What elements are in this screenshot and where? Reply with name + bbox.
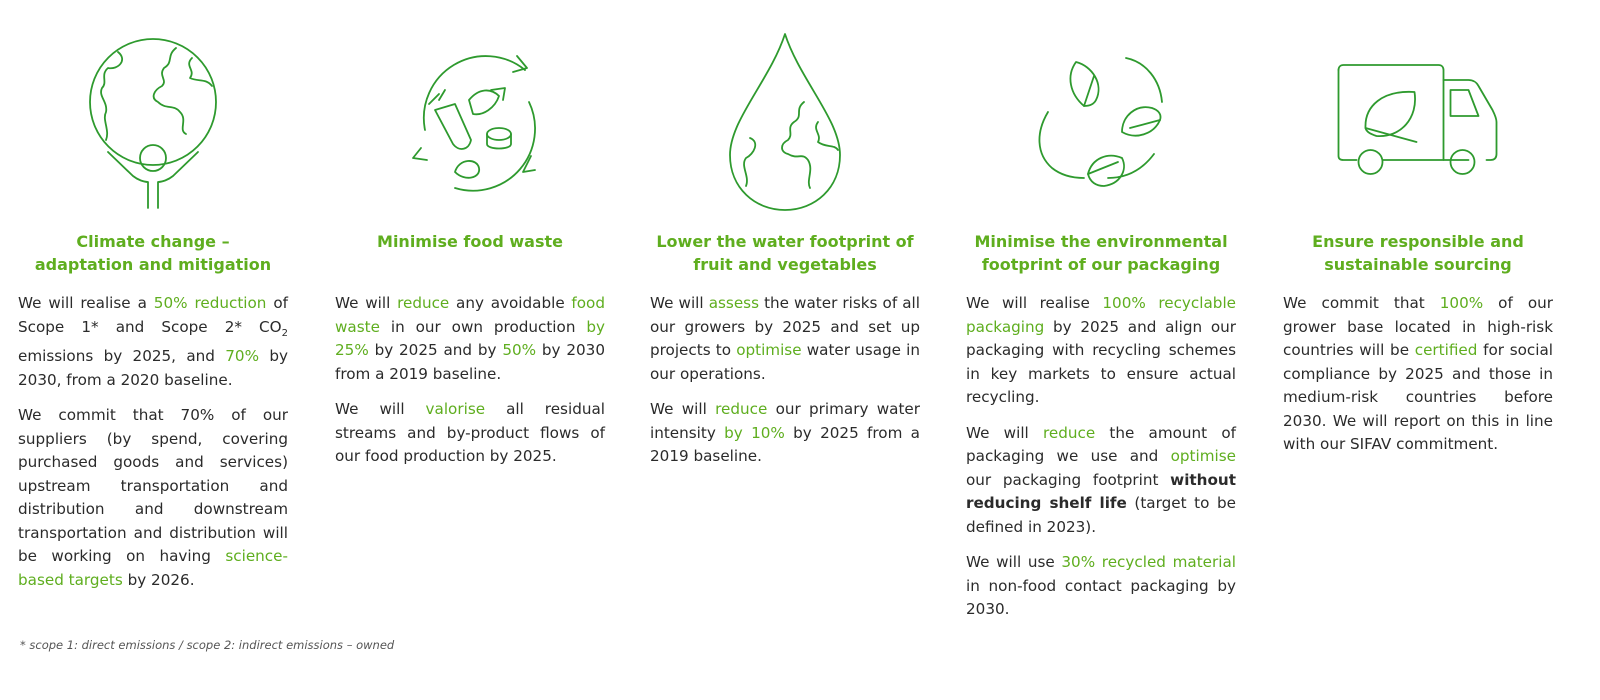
paragraph: We will reduce the amount of packaging w… (966, 423, 1236, 536)
paragraph: We will realise 100% recyclable packagin… (966, 294, 1237, 406)
column-title: Lower the water footprint of fruit and ve… (656, 232, 914, 274)
paragraph: We commit that 70% of our suppliers (by … (18, 406, 288, 589)
column-body: We will assess the water risks of all ou… (650, 292, 920, 481)
water-drop-globe-icon (710, 30, 860, 215)
food-recycle-icon (395, 30, 545, 210)
paragraph: We will reduce our primary water intensi… (650, 400, 920, 465)
paragraph: We commit that 100% of our grower base l… (1283, 294, 1553, 453)
column-title: Minimise food waste (377, 232, 563, 251)
column-body: We will realise a 50% reduction of Scope… (18, 292, 288, 604)
column-body: We will realise 100% recyclable packagin… (966, 292, 1236, 634)
paragraph: We will reduce any avoidable food waste … (335, 294, 606, 383)
paragraph: We will use 30% recycled material in non… (966, 553, 1236, 618)
globe-person-icon (78, 30, 228, 210)
leaf-truck-icon (1331, 60, 1506, 180)
column-title: Ensure responsible and sustainable sourci… (1312, 232, 1524, 274)
paragraph: We will assess the water risks of all ou… (650, 294, 920, 383)
paragraph: We will realise a 50% reduction of Scope… (18, 294, 288, 389)
column-body: We commit that 100% of our grower base l… (1283, 292, 1553, 469)
column-title: Climate change – adaptation and mitigatio… (34, 232, 272, 274)
footnote: * scope 1: direct emissions / scope 2: i… (20, 638, 395, 652)
column-title: Minimise the environmental footprint of o… (974, 232, 1228, 274)
paragraph: We will valorise all residual streams an… (335, 400, 605, 465)
leaf-recycle-icon (1026, 50, 1176, 190)
column-body: We will reduce any avoidable food waste … (335, 292, 605, 481)
